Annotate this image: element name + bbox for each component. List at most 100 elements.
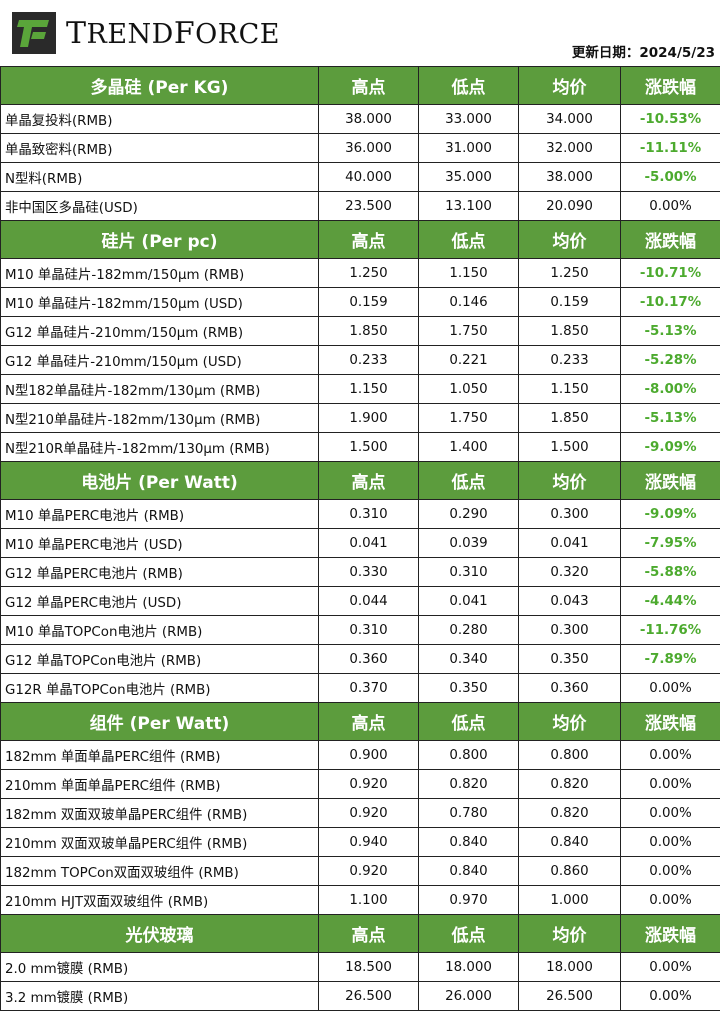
product-name: 非中国区多晶硅(USD) — [0, 191, 319, 221]
price-change: -5.13% — [620, 316, 720, 346]
table-row: M10 单晶PERC电池片 (USD) 0.041 0.039 0.041 -7.95% — [0, 528, 720, 558]
table-row: G12 单晶硅片-210mm/150μm (USD) 0.233 0.221 0.23… — [0, 345, 720, 375]
low-price: 0.146 — [418, 287, 519, 317]
low-price: 0.970 — [418, 885, 519, 915]
price-change: 0.00% — [620, 191, 720, 221]
table-row: 182mm TOPCon双面双玻组件 (RMB) 0.920 0.840 0.860 0… — [0, 856, 720, 886]
column-header-low: 低点 — [418, 702, 519, 741]
high-price: 0.940 — [318, 827, 419, 857]
low-price: 0.310 — [418, 557, 519, 587]
section-title: 硅片 (Per pc) — [0, 220, 319, 259]
column-header-change: 涨跌幅 — [620, 914, 720, 953]
product-name: N型182单晶硅片-182mm/130μm (RMB) — [0, 374, 319, 404]
high-price: 23.500 — [318, 191, 419, 221]
table-row: G12 单晶PERC电池片 (RMB) 0.330 0.310 0.320 -5.88% — [0, 557, 720, 587]
price-change: 0.00% — [620, 827, 720, 857]
column-header-low: 低点 — [418, 66, 519, 105]
price-change: 0.00% — [620, 673, 720, 703]
low-price: 13.100 — [418, 191, 519, 221]
product-name: 182mm 双面双玻单晶PERC组件 (RMB) — [0, 798, 319, 828]
high-price: 18.500 — [318, 952, 419, 982]
low-price: 18.000 — [418, 952, 519, 982]
price-change: -8.00% — [620, 374, 720, 404]
high-price: 1.500 — [318, 432, 419, 462]
product-name: G12 单晶硅片-210mm/150μm (USD) — [0, 345, 319, 375]
avg-price: 0.043 — [518, 586, 621, 616]
avg-price: 1.250 — [518, 258, 621, 288]
table-row: 210mm 双面双玻单晶PERC组件 (RMB) 0.940 0.840 0.840 0… — [0, 827, 720, 857]
column-header-change: 涨跌幅 — [620, 461, 720, 500]
low-price: 0.840 — [418, 856, 519, 886]
product-name: M10 单晶PERC电池片 (RMB) — [0, 499, 319, 529]
price-change: -7.89% — [620, 644, 720, 674]
column-header-change: 涨跌幅 — [620, 702, 720, 741]
product-name: G12R 单晶TOPCon电池片 (RMB) — [0, 673, 319, 703]
high-price: 40.000 — [318, 162, 419, 192]
price-change: 0.00% — [620, 885, 720, 915]
price-change: -11.11% — [620, 133, 720, 163]
price-change: -5.28% — [620, 345, 720, 375]
section-title: 光伏玻璃 — [0, 914, 319, 953]
table-row: G12R 单晶TOPCon电池片 (RMB) 0.370 0.350 0.360 0.0… — [0, 673, 720, 703]
column-header-avg: 均价 — [518, 461, 621, 500]
table-row: N型182单晶硅片-182mm/130μm (RMB) 1.150 1.050 1.1… — [0, 374, 720, 404]
column-header-low: 低点 — [418, 914, 519, 953]
price-change: -5.13% — [620, 403, 720, 433]
column-header-high: 高点 — [318, 702, 419, 741]
low-price: 0.780 — [418, 798, 519, 828]
avg-price: 34.000 — [518, 104, 621, 134]
avg-price: 0.840 — [518, 827, 621, 857]
avg-price: 32.000 — [518, 133, 621, 163]
low-price: 0.820 — [418, 769, 519, 799]
high-price: 1.150 — [318, 374, 419, 404]
avg-price: 1.150 — [518, 374, 621, 404]
low-price: 0.039 — [418, 528, 519, 558]
product-name: G12 单晶PERC电池片 (RMB) — [0, 557, 319, 587]
price-change: -5.88% — [620, 557, 720, 587]
product-name: G12 单晶TOPCon电池片 (RMB) — [0, 644, 319, 674]
column-header-avg: 均价 — [518, 702, 621, 741]
low-price: 1.050 — [418, 374, 519, 404]
product-name: G12 单晶PERC电池片 (USD) — [0, 586, 319, 616]
avg-price: 0.350 — [518, 644, 621, 674]
table-row: 210mm 单面单晶PERC组件 (RMB) 0.920 0.820 0.820 0.0… — [0, 769, 720, 799]
product-name: M10 单晶硅片-182mm/150μm (RMB) — [0, 258, 319, 288]
section-header-row: 电池片 (Per Watt) 高点 低点 均价 涨跌幅 — [0, 461, 720, 500]
product-name: 210mm 双面双玻单晶PERC组件 (RMB) — [0, 827, 319, 857]
column-header-high: 高点 — [318, 220, 419, 259]
high-price: 0.920 — [318, 856, 419, 886]
column-header-avg: 均价 — [518, 66, 621, 105]
high-price: 0.310 — [318, 499, 419, 529]
low-price: 0.840 — [418, 827, 519, 857]
table-row: G12 单晶PERC电池片 (USD) 0.044 0.041 0.043 -4.44% — [0, 586, 720, 616]
column-header-avg: 均价 — [518, 220, 621, 259]
table-row: G12 单晶硅片-210mm/150μm (RMB) 1.850 1.750 1.85… — [0, 316, 720, 346]
avg-price: 1.500 — [518, 432, 621, 462]
high-price: 0.330 — [318, 557, 419, 587]
table-row: 非中国区多晶硅(USD) 23.500 13.100 20.090 0.00% — [0, 191, 720, 221]
low-price: 0.041 — [418, 586, 519, 616]
section-title: 电池片 (Per Watt) — [0, 461, 319, 500]
price-change: -10.17% — [620, 287, 720, 317]
low-price: 33.000 — [418, 104, 519, 134]
high-price: 0.900 — [318, 740, 419, 770]
product-name: 210mm HJT双面双玻组件 (RMB) — [0, 885, 319, 915]
low-price: 35.000 — [418, 162, 519, 192]
price-change: -9.09% — [620, 499, 720, 529]
low-price: 1.150 — [418, 258, 519, 288]
product-name: 单晶复投料(RMB) — [0, 104, 319, 134]
table-row: 210mm HJT双面双玻组件 (RMB) 1.100 0.970 1.000 0.00… — [0, 885, 720, 915]
avg-price: 0.820 — [518, 769, 621, 799]
product-name: M10 单晶TOPCon电池片 (RMB) — [0, 615, 319, 645]
avg-price: 26.500 — [518, 981, 621, 1011]
product-name: N型料(RMB) — [0, 162, 319, 192]
high-price: 0.360 — [318, 644, 419, 674]
price-change: 0.00% — [620, 981, 720, 1011]
avg-price: 38.000 — [518, 162, 621, 192]
avg-price: 20.090 — [518, 191, 621, 221]
high-price: 0.920 — [318, 798, 419, 828]
avg-price: 0.800 — [518, 740, 621, 770]
section-header-row: 光伏玻璃 高点 低点 均价 涨跌幅 — [0, 914, 720, 953]
product-name: M10 单晶硅片-182mm/150μm (USD) — [0, 287, 319, 317]
price-change: -10.71% — [620, 258, 720, 288]
